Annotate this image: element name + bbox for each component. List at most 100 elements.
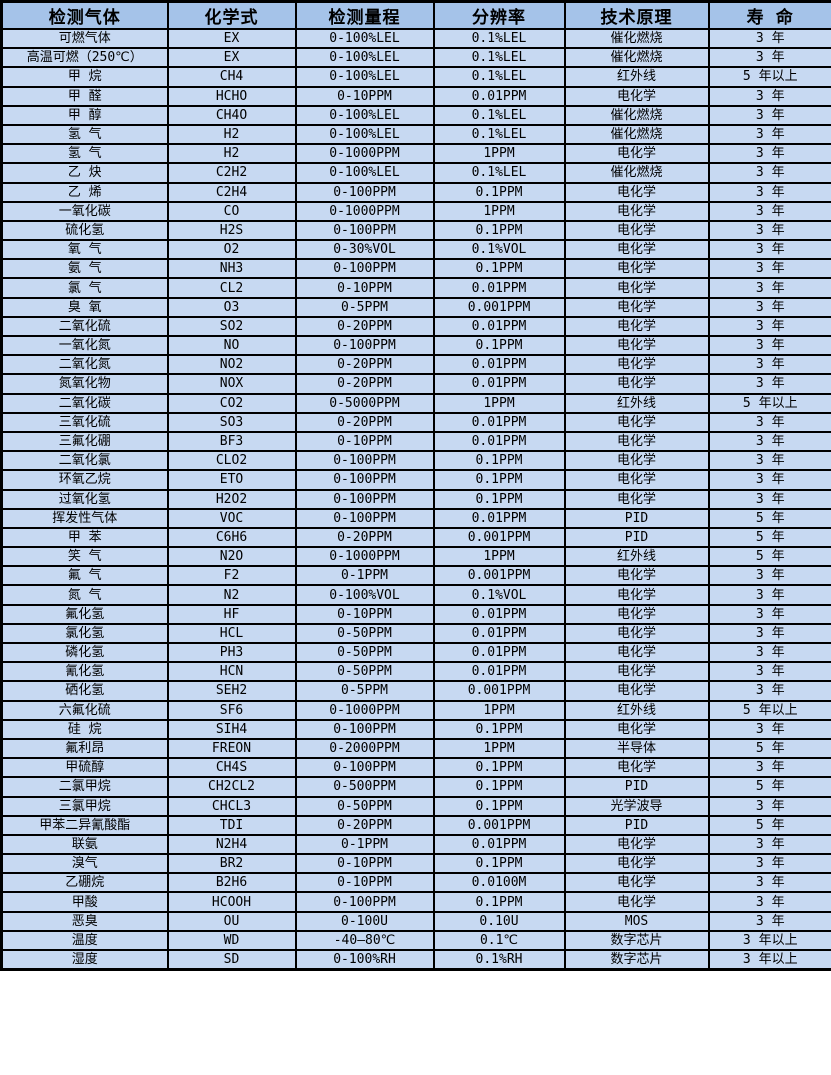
- cell-technology: 电化学: [563, 872, 710, 894]
- cell-technology: MOS: [563, 910, 710, 932]
- cell-detection-range: 0-100%LEL: [294, 104, 435, 126]
- cell-technology: 红外线: [563, 66, 710, 88]
- cell-gas-name: 氟 气: [0, 565, 169, 587]
- cell-gas-name: 一氧化氮: [0, 334, 169, 357]
- cell-gas-name: 甲硫醇: [0, 757, 169, 779]
- cell-technology: 半导体: [563, 737, 710, 760]
- column-header-detection-range: 检测量程: [294, 0, 435, 30]
- cell-lifespan: 3 年以上: [707, 949, 831, 971]
- cell-gas-name: 溴气: [0, 853, 169, 875]
- cell-chemical-formula: CH4: [166, 66, 297, 88]
- table-row: 氮 气 N2 0-100%VOL 0.1%VOL 电化学 3 年: [0, 584, 831, 606]
- cell-gas-name: 笑 气: [0, 546, 169, 568]
- cell-chemical-formula: SEH2: [166, 680, 297, 702]
- cell-resolution: 0.1%RH: [432, 949, 566, 971]
- cell-technology: 电化学: [563, 258, 710, 280]
- table-row: 高温可燃（250℃） EX 0-100%LEL 0.1%LEL 催化燃烧 3 年: [0, 47, 831, 69]
- cell-technology: 光学波导: [563, 795, 710, 817]
- cell-chemical-formula: HCOOH: [166, 891, 297, 913]
- cell-gas-name: 氢 气: [0, 143, 169, 165]
- cell-chemical-formula: HF: [166, 603, 297, 625]
- cell-technology: 电化学: [563, 354, 710, 376]
- cell-technology: 红外线: [563, 392, 710, 414]
- cell-gas-name: 恶臭: [0, 910, 169, 932]
- cell-resolution: 0.1PPM: [432, 718, 566, 740]
- cell-detection-range: 0-50PPM: [294, 622, 435, 645]
- cell-chemical-formula: SF6: [166, 699, 297, 721]
- cell-detection-range: 0-10PPM: [294, 603, 435, 625]
- column-header-resolution: 分辨率: [432, 0, 566, 30]
- cell-resolution: 0.001PPM: [432, 296, 566, 318]
- cell-detection-range: 0-100PPM: [294, 891, 435, 913]
- cell-detection-range: 0-10PPM: [294, 872, 435, 894]
- column-header-chemical-formula: 化学式: [166, 0, 297, 30]
- cell-gas-name: 湿度: [0, 949, 169, 971]
- cell-resolution: 0.01PPM: [432, 661, 566, 683]
- cell-resolution: 0.1PPM: [432, 469, 566, 491]
- cell-chemical-formula: HCL: [166, 622, 297, 645]
- cell-gas-name: 硒化氢: [0, 680, 169, 702]
- cell-gas-name: 氟化氢: [0, 603, 169, 625]
- cell-chemical-formula: NOX: [166, 373, 297, 395]
- cell-lifespan: 3 年: [707, 162, 831, 184]
- cell-chemical-formula: N2O: [166, 546, 297, 568]
- cell-lifespan: 3 年: [707, 27, 831, 50]
- table-row: 六氟化硫 SF6 0-1000PPM 1PPM 红外线 5 年以上: [0, 699, 831, 721]
- table-row: 二氧化硫 SO2 0-20PPM 0.01PPM 电化学 3 年: [0, 315, 831, 338]
- cell-chemical-formula: H2S: [166, 219, 297, 242]
- cell-lifespan: 3 年: [707, 757, 831, 779]
- cell-technology: 电化学: [563, 565, 710, 587]
- cell-detection-range: 0-100%LEL: [294, 47, 435, 69]
- cell-detection-range: 0-1000PPM: [294, 143, 435, 165]
- cell-resolution: 0.1%LEL: [432, 47, 566, 69]
- cell-resolution: 0.001PPM: [432, 814, 566, 836]
- cell-chemical-formula: SO2: [166, 315, 297, 338]
- cell-lifespan: 3 年: [707, 622, 831, 645]
- cell-lifespan: 5 年: [707, 776, 831, 798]
- cell-lifespan: 3 年: [707, 200, 831, 222]
- cell-lifespan: 3 年: [707, 411, 831, 433]
- cell-gas-name: 三氧化硫: [0, 411, 169, 433]
- cell-technology: 电化学: [563, 315, 710, 338]
- cell-technology: 电化学: [563, 891, 710, 913]
- cell-lifespan: 3 年: [707, 123, 831, 146]
- cell-resolution: 0.01PPM: [432, 354, 566, 376]
- cell-lifespan: 3 年: [707, 143, 831, 165]
- cell-technology: 数字芯片: [563, 929, 710, 952]
- cell-gas-name: 高温可燃（250℃）: [0, 47, 169, 69]
- cell-chemical-formula: O3: [166, 296, 297, 318]
- cell-lifespan: 3 年: [707, 853, 831, 875]
- cell-gas-name: 氮氧化物: [0, 373, 169, 395]
- cell-detection-range: 0-20PPM: [294, 315, 435, 338]
- table-row: 过氧化氢 H2O2 0-100PPM 0.1PPM 电化学 3 年: [0, 488, 831, 510]
- cell-chemical-formula: CO2: [166, 392, 297, 414]
- cell-detection-range: 0-100%LEL: [294, 27, 435, 50]
- cell-lifespan: 3 年: [707, 334, 831, 357]
- table-row: 氟利昂 FREON 0-2000PPM 1PPM 半导体 5 年: [0, 737, 831, 760]
- cell-detection-range: 0-500PPM: [294, 776, 435, 798]
- cell-resolution: 0.1PPM: [432, 488, 566, 510]
- cell-detection-range: 0-100PPM: [294, 334, 435, 357]
- cell-detection-range: 0-100%LEL: [294, 123, 435, 146]
- cell-chemical-formula: CH4S: [166, 757, 297, 779]
- cell-chemical-formula: F2: [166, 565, 297, 587]
- cell-technology: 催化燃烧: [563, 162, 710, 184]
- cell-resolution: 1PPM: [432, 699, 566, 721]
- cell-resolution: 0.1PPM: [432, 891, 566, 913]
- cell-gas-name: 环氧乙烷: [0, 469, 169, 491]
- cell-detection-range: 0-5000PPM: [294, 392, 435, 414]
- cell-technology: PID: [563, 776, 710, 798]
- cell-gas-name: 硫化氢: [0, 219, 169, 242]
- table-row: 恶臭 OU 0-100U 0.10U MOS 3 年: [0, 910, 831, 932]
- cell-gas-name: 氧 气: [0, 239, 169, 261]
- cell-technology: 电化学: [563, 718, 710, 740]
- table-header: 检测气体 化学式 检测量程 分辨率 技术原理寿 命: [0, 0, 831, 30]
- cell-technology: PID: [563, 814, 710, 836]
- cell-resolution: 0.1%LEL: [432, 123, 566, 146]
- table-row: 二氧化氮 NO2 0-20PPM 0.01PPM 电化学 3 年: [0, 354, 831, 376]
- cell-chemical-formula: N2H4: [166, 833, 297, 856]
- cell-lifespan: 3 年: [707, 891, 831, 913]
- cell-technology: 电化学: [563, 277, 710, 299]
- cell-chemical-formula: C2H2: [166, 162, 297, 184]
- cell-lifespan: 3 年: [707, 85, 831, 107]
